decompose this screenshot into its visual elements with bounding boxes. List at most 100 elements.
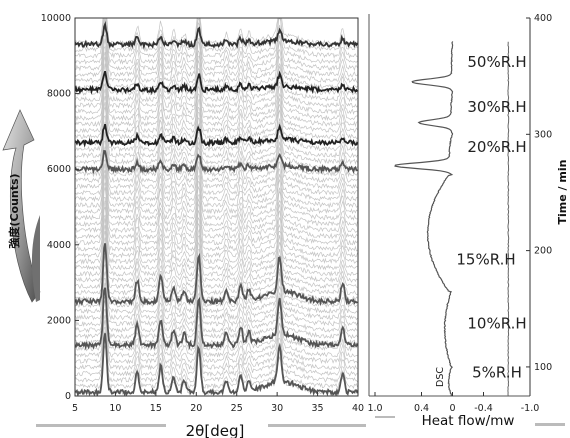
humidity-step-label: 50%R.H [467, 53, 526, 71]
dsc-time-tick-label: 400 [534, 13, 552, 24]
xrd-pattern-trace [75, 218, 358, 271]
dsc-x-tick-label: 0 [449, 403, 455, 414]
xrd-pattern-trace [75, 34, 358, 84]
humidity-step-label: 15%R.H [456, 251, 515, 269]
xrd-pattern-trace [75, 320, 358, 371]
xrd-pattern-trace [75, 131, 358, 184]
xrd-pattern-trace [75, 339, 358, 390]
xrd-pattern-trace [75, 140, 358, 190]
curved-arrow-icon [2, 109, 41, 303]
xrd-pattern-trace [75, 196, 358, 246]
xrd-pattern-trace [75, 230, 358, 284]
xrd-pattern-trace [75, 114, 358, 166]
dsc-time-tick-label: 100 [534, 362, 552, 373]
xrd-y-tick-label: 2000 [47, 315, 71, 326]
xrd-x-tick-label: 5 [72, 403, 78, 414]
xrd-pattern-trace [75, 63, 358, 115]
xrd-pattern-trace [75, 214, 358, 265]
xrd-pattern-trace [75, 152, 358, 203]
dsc-reference-trace [507, 41, 510, 397]
xrd-x-tick-label: 15 [150, 403, 162, 414]
stack-direction-arrow [2, 109, 41, 303]
xrd-pattern-trace [75, 287, 358, 340]
xrd-highlighted-pattern [75, 149, 358, 175]
xrd-plot-frame [74, 17, 359, 397]
xrd-highlighted-pattern [75, 243, 358, 307]
dsc-time-tick-label: 300 [534, 129, 552, 140]
xrd-pattern-trace [75, 244, 358, 296]
xrd-highlighted-pattern [75, 123, 358, 148]
dsc-humidity-labels: 5%R.H 10%R.H 15%R.H 20%R.H 30%R.H 50%R.H [456, 53, 526, 382]
xrd-y-tick-label: 4000 [47, 240, 71, 251]
xrd-pattern-trace [75, 174, 358, 228]
dsc-heat-flow-trace [394, 41, 454, 397]
underline-right-a [375, 416, 395, 418]
xrd-highlighted-pattern [75, 287, 358, 351]
xrd-pattern-trace [75, 146, 358, 196]
xrd-x-tick-label: 10 [109, 403, 121, 414]
xrd-y-ticks: 0 2000 4000 6000 8000 10000 [41, 13, 79, 402]
xrd-pattern-trace [75, 126, 358, 178]
xrd-x-axis-label: 2θ[deg] [186, 422, 245, 438]
xrd-x-tick-label: 25 [231, 403, 243, 414]
underline-right-b [535, 423, 565, 426]
xrd-x-tick-label: 20 [190, 403, 202, 414]
xrd-pattern-trace [75, 308, 358, 358]
xrd-pattern-trace [75, 200, 358, 253]
xrd-pattern-trace [75, 96, 358, 146]
xrd-y-tick-label: 0 [65, 391, 71, 402]
xrd-pattern-trace [75, 277, 358, 328]
xrd-y-tick-label: 6000 [47, 164, 71, 175]
xrd-pattern-trace [75, 345, 358, 396]
dsc-time-ticks: 100 200 300 400 [526, 13, 552, 373]
xrd-pattern-trace [75, 70, 358, 122]
xrd-y-tick-label: 8000 [47, 89, 71, 100]
xrd-pattern-trace [75, 163, 358, 215]
xrd-pattern-trace [75, 300, 358, 352]
xrd-pattern-trace [75, 75, 358, 128]
xrd-pattern-trace [75, 237, 358, 290]
xrd-pattern-trace [75, 282, 358, 334]
xrd-pattern-trace [75, 206, 358, 259]
xrd-pattern-trace [75, 187, 358, 240]
dsc-x-tick-label: -0.4 [474, 403, 493, 414]
dsc-curves [394, 41, 510, 397]
xrd-pattern-trace [75, 106, 358, 159]
xrd-highlighted-pattern [75, 70, 358, 96]
xrd-y-tick-label: 10000 [41, 13, 71, 24]
xrd-pattern-trace [75, 51, 358, 103]
xrd-x-tick-label: 30 [271, 403, 283, 414]
dsc-time-axis-label: Time / min [556, 160, 569, 225]
humidity-step-label: 30%R.H [467, 98, 526, 116]
dsc-panel: 5%R.H 10%R.H 15%R.H 20%R.H 30%R.H 50%R.H 1.0 0… [367, 13, 569, 429]
arrow-shadow [31, 215, 40, 302]
xrd-pattern-trace [75, 271, 358, 321]
xrd-pattern-trace [75, 18, 358, 59]
xrd-x-tick-label: 40 [352, 403, 364, 414]
dsc-x-tick-label: -1.0 [521, 403, 540, 414]
xrd-pattern-trace [75, 182, 358, 234]
xrd-pattern-trace [75, 18, 358, 72]
xrd-pattern-trace [75, 326, 358, 378]
xrd-panel: 5 10 15 20 25 30 35 40 0 2000 4000 6000 8000 10000 2… [7, 13, 364, 438]
xrd-pattern-trace [75, 295, 358, 346]
xrd-pattern-trace [75, 102, 358, 153]
xrd-pattern-stack [75, 18, 358, 396]
xrd-pattern-trace [75, 82, 358, 134]
xrd-pattern-trace [75, 314, 358, 365]
underline-left [36, 424, 166, 427]
humidity-step-label: 20%R.H [467, 138, 526, 156]
xrd-x-tick-label: 35 [312, 403, 324, 414]
dsc-time-tick-label: 200 [534, 246, 552, 257]
bottom-underlines [36, 416, 565, 427]
xrd-pattern-trace [75, 158, 358, 209]
dsc-x-tick-label: 1.0 [367, 403, 382, 414]
xrd-pattern-trace [75, 225, 358, 278]
dsc-x-ticks: 1.0 0.4 0 -0.4 -1.0 [367, 392, 539, 414]
xrd-highlighted-pattern [75, 21, 358, 50]
xrd-highlighted-pattern [75, 333, 358, 396]
dsc-curve-label: DSC [435, 367, 446, 387]
dsc-x-axis-label: Heat flow/mw [422, 413, 515, 429]
xrd-pattern-trace [75, 263, 358, 315]
